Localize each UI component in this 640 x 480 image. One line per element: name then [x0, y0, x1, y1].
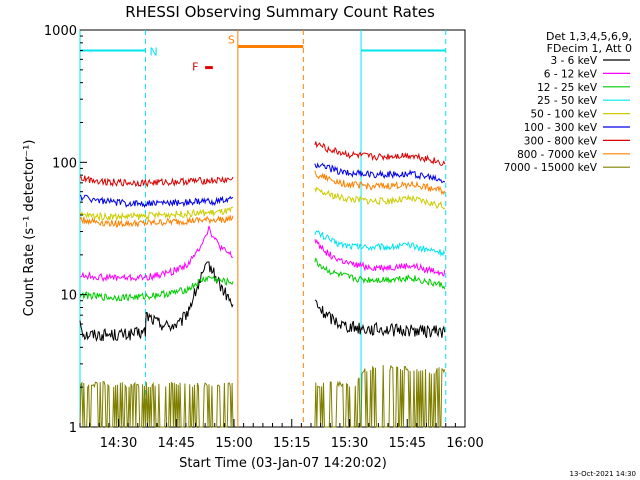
legend-label: 100 - 300 keV — [524, 122, 598, 134]
flag-f-label: F — [192, 61, 198, 74]
series-line — [79, 261, 234, 342]
series-line — [79, 206, 234, 222]
series-line — [314, 299, 446, 338]
series-line — [314, 364, 446, 428]
y-axis: 1 10 100 1000 — [44, 24, 87, 436]
legend-label: 7000 - 15000 keV — [504, 162, 598, 174]
series-lines — [79, 141, 446, 428]
x-tick-label: 15:30 — [331, 436, 368, 451]
footer-timestamp: 13-Oct-2021 14:30 — [570, 470, 636, 478]
series-7 — [79, 170, 446, 228]
x-tick-label: 15:00 — [215, 436, 252, 451]
series-4 — [79, 186, 446, 222]
series-2 — [79, 257, 446, 302]
series-line — [314, 141, 446, 166]
series-line — [79, 215, 234, 228]
series-line — [79, 175, 234, 188]
series-line — [79, 275, 234, 302]
x-tick-label: 16:00 — [446, 436, 483, 451]
x-tick-label: 15:45 — [389, 436, 426, 451]
series-line — [314, 162, 446, 184]
y-tick-label: 1 — [69, 421, 77, 436]
x-axis-label: Start Time (03-Jan-07 14:20:02) — [179, 456, 387, 471]
series-line — [79, 194, 234, 209]
legend: Det 1,3,4,5,6,9, FDecim 1, Att 0 3 - 6 k… — [504, 30, 632, 174]
status-flags: N S F — [79, 30, 447, 427]
flag-n-label: N — [149, 45, 157, 58]
series-1 — [79, 225, 446, 283]
x-axis: 14:30 14:45 15:00 15:15 15:30 15:45 16:00 — [79, 419, 484, 451]
series-line — [314, 186, 446, 210]
y-tick-label: 1000 — [44, 24, 77, 39]
series-line — [314, 257, 446, 290]
x-tick-label: 14:45 — [158, 436, 195, 451]
series-5 — [79, 162, 446, 209]
legend-label: 800 - 7000 keV — [517, 149, 598, 161]
series-line — [314, 238, 446, 277]
legend-label: 12 - 25 keV — [537, 82, 598, 94]
legend-label: 25 - 50 keV — [537, 95, 598, 107]
legend-label: 6 - 12 keV — [544, 68, 598, 80]
series-8 — [79, 364, 446, 428]
legend-header-line-2: FDecim 1, Att 0 — [547, 42, 632, 55]
x-tick-label: 14:30 — [100, 436, 137, 451]
series-3 — [314, 230, 446, 258]
legend-header-line-1: Det 1,3,4,5,6,9, — [546, 30, 632, 43]
series-line — [314, 230, 446, 258]
series-line — [314, 170, 446, 196]
series-line — [79, 381, 234, 428]
y-tick-label: 100 — [52, 156, 77, 171]
legend-label: 3 - 6 keV — [550, 55, 597, 67]
plot-frame — [79, 29, 466, 428]
flag-s-label: S — [228, 34, 235, 47]
y-tick-label: 10 — [60, 289, 77, 304]
legend-label: 300 - 800 keV — [524, 135, 598, 147]
chart-title: RHESSI Observing Summary Count Rates — [125, 3, 435, 21]
series-6 — [79, 141, 446, 188]
series-0 — [79, 261, 446, 342]
legend-label: 50 - 100 keV — [530, 109, 597, 121]
x-tick-label: 15:15 — [273, 436, 310, 451]
series-line — [79, 225, 234, 283]
y-axis-label: Count Rate (s⁻¹ detector⁻¹) — [22, 140, 37, 317]
